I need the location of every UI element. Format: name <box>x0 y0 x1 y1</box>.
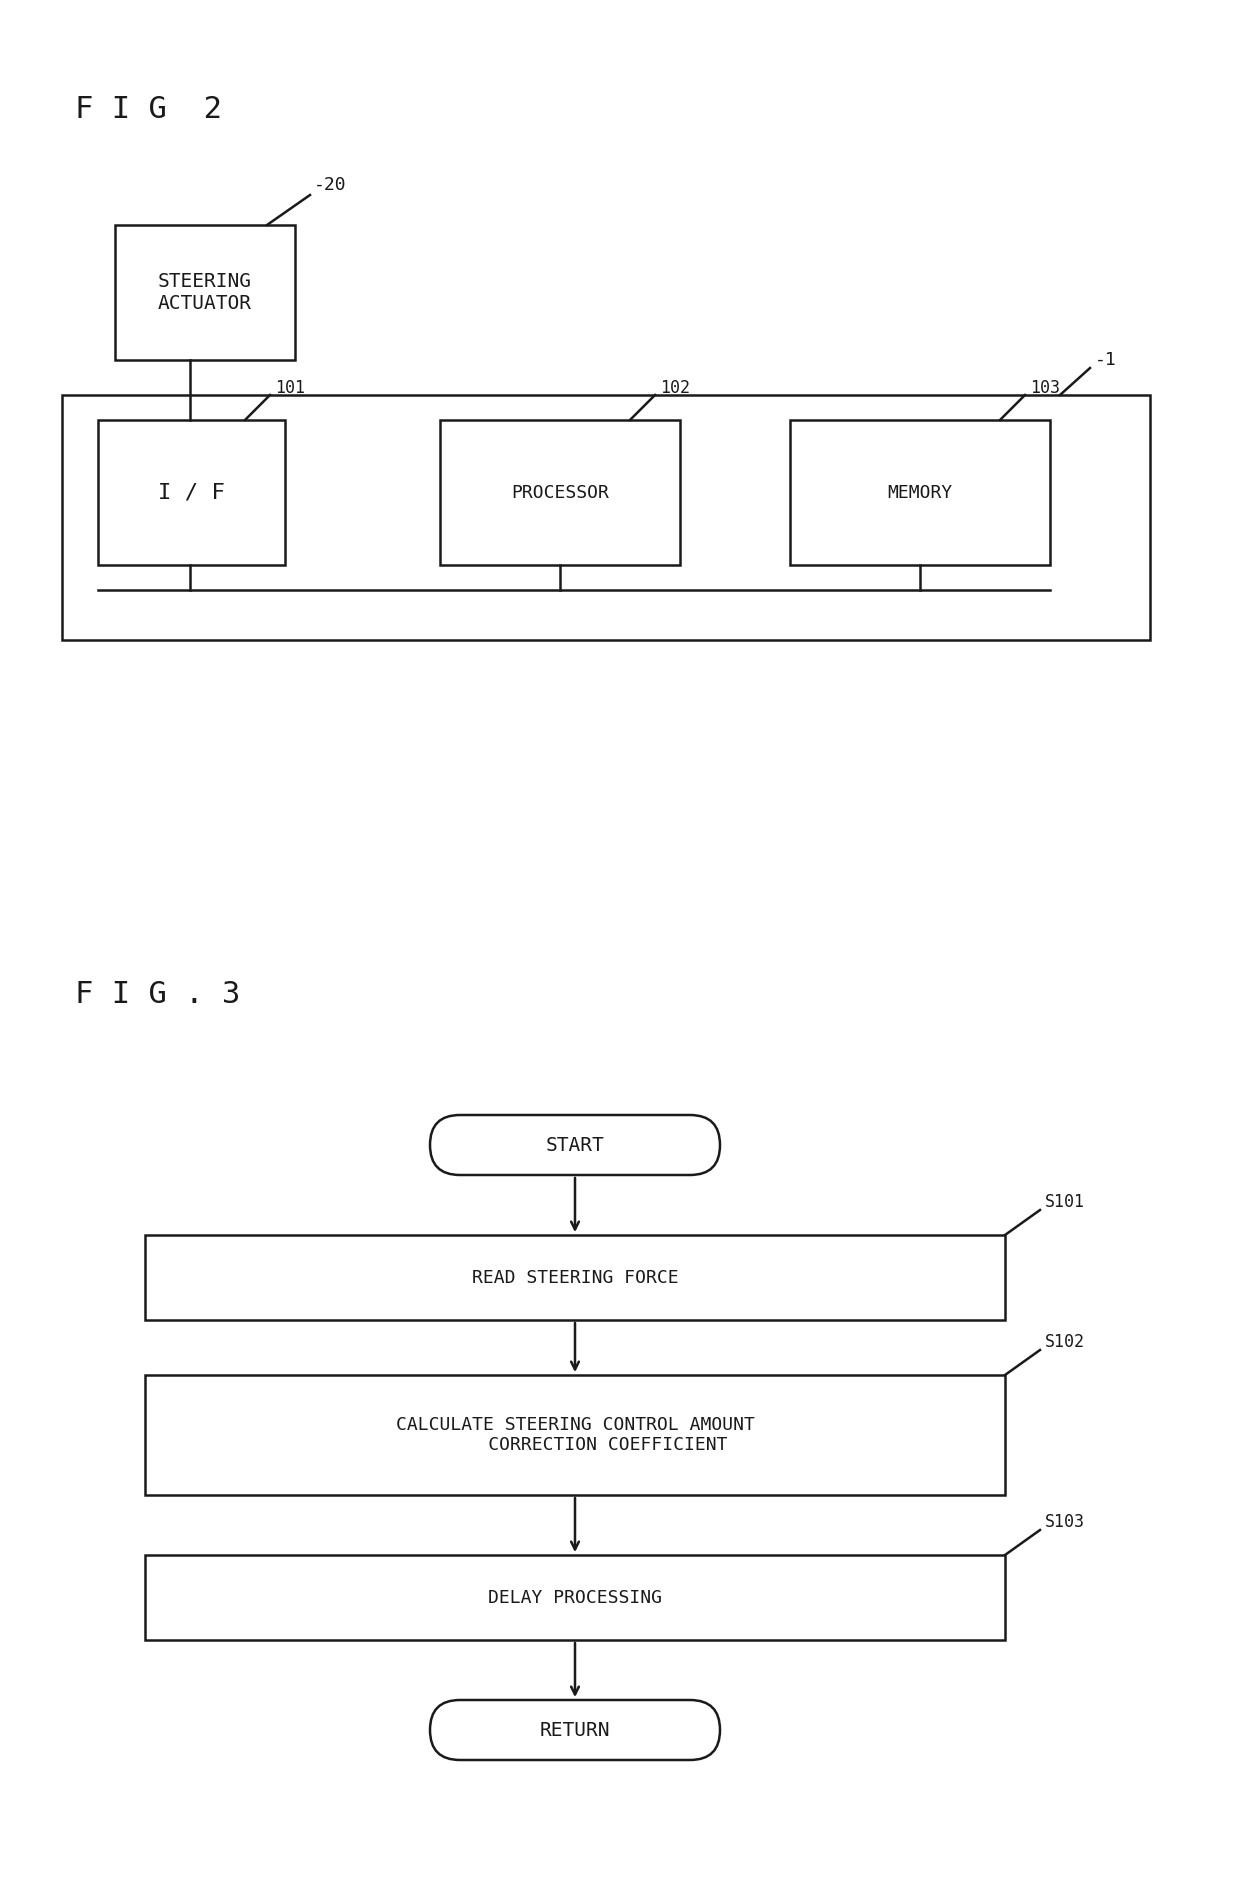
FancyBboxPatch shape <box>145 1235 1004 1320</box>
FancyBboxPatch shape <box>62 396 1149 640</box>
FancyBboxPatch shape <box>790 420 1050 564</box>
Text: STEERING
ACTUATOR: STEERING ACTUATOR <box>157 273 252 313</box>
FancyBboxPatch shape <box>145 1375 1004 1494</box>
Text: START: START <box>546 1136 604 1155</box>
FancyBboxPatch shape <box>430 1116 720 1174</box>
Text: F I G  2: F I G 2 <box>74 95 222 123</box>
Text: S103: S103 <box>1045 1513 1085 1530</box>
Text: PROCESSOR: PROCESSOR <box>511 483 609 502</box>
Text: I / F: I / F <box>157 483 224 502</box>
Text: -1: -1 <box>1095 350 1117 369</box>
Text: 102: 102 <box>660 379 689 398</box>
FancyBboxPatch shape <box>115 225 295 360</box>
Text: MEMORY: MEMORY <box>888 483 952 502</box>
FancyBboxPatch shape <box>145 1555 1004 1640</box>
Text: F I G . 3: F I G . 3 <box>74 979 241 1010</box>
Text: READ STEERING FORCE: READ STEERING FORCE <box>471 1269 678 1286</box>
Text: 101: 101 <box>275 379 305 398</box>
Text: S101: S101 <box>1045 1193 1085 1210</box>
Text: 103: 103 <box>1030 379 1060 398</box>
Text: -20: -20 <box>314 176 347 193</box>
FancyBboxPatch shape <box>430 1701 720 1760</box>
FancyBboxPatch shape <box>440 420 680 564</box>
Text: S102: S102 <box>1045 1333 1085 1350</box>
Text: CALCULATE STEERING CONTROL AMOUNT
      CORRECTION COEFFICIENT: CALCULATE STEERING CONTROL AMOUNT CORREC… <box>396 1415 754 1455</box>
Text: DELAY PROCESSING: DELAY PROCESSING <box>489 1589 662 1606</box>
Text: RETURN: RETURN <box>539 1720 610 1739</box>
FancyBboxPatch shape <box>98 420 285 564</box>
